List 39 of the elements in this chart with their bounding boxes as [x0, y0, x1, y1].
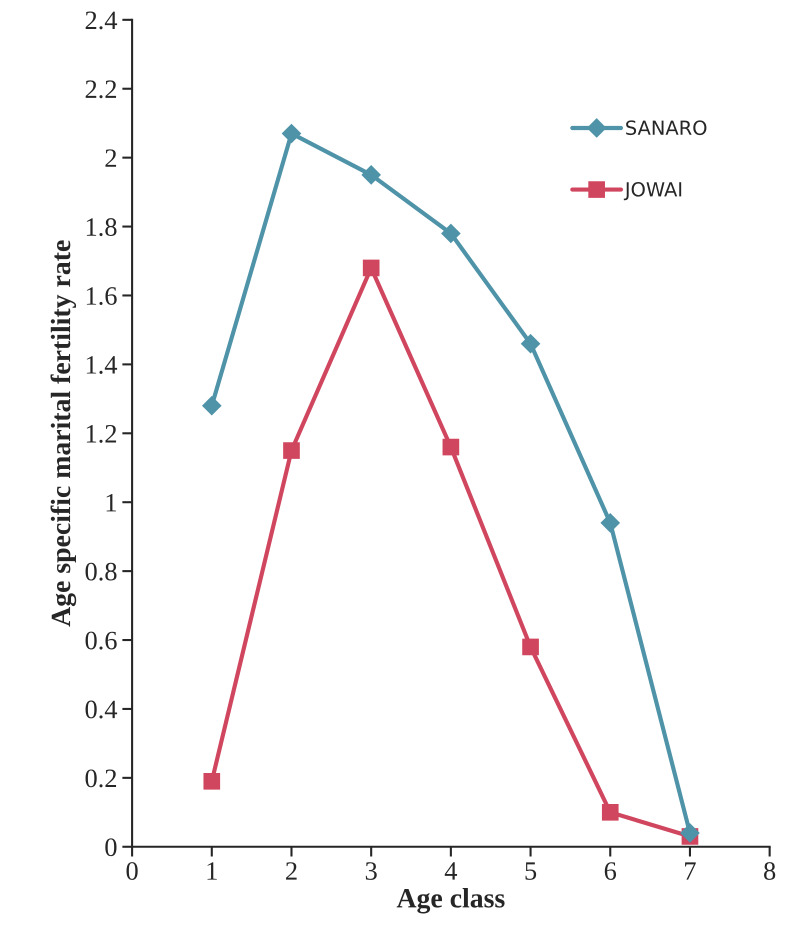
y-tick-label: 2: [105, 149, 116, 167]
point: [441, 224, 460, 243]
x-tick-label: 8: [764, 862, 776, 880]
y-tick-label: 1.8: [86, 218, 117, 236]
point: [602, 804, 619, 821]
point: [362, 165, 381, 184]
y-tick-label: 0.4: [86, 700, 118, 718]
y-tick-label: 0.6: [86, 632, 117, 650]
x-tick-label: 4: [444, 862, 458, 880]
legend-label: JOWAI: [624, 182, 682, 200]
x-tick-label: 3: [366, 862, 377, 880]
y-tick-label: 1: [106, 494, 116, 512]
x-tick-label: 2: [286, 862, 297, 880]
x-tick-label: 6: [604, 862, 616, 880]
y-tick-label: 2.4: [86, 12, 118, 30]
y-tick-label: 0.8: [86, 562, 117, 581]
point: [202, 396, 222, 416]
point: [600, 513, 620, 532]
legend-label: SANARO: [626, 120, 706, 136]
x-axis-title: Age class: [396, 888, 505, 914]
y-tick-label: 0.2: [86, 769, 116, 788]
y-tick-label: 0: [105, 838, 117, 856]
point: [442, 438, 460, 456]
point: [203, 772, 220, 790]
point: [283, 442, 300, 459]
y-tick-label: 2.2: [86, 80, 116, 98]
x-tick-label: 5: [526, 862, 536, 880]
y-tick-label: 1.2: [86, 424, 116, 443]
x-tick-label: 1: [208, 862, 217, 880]
y-tick-label: 1.4: [86, 356, 118, 374]
point: [282, 124, 302, 144]
point: [362, 260, 380, 276]
point: [680, 823, 700, 843]
point: [521, 334, 540, 354]
x-tick-label: 0: [126, 862, 138, 880]
y-axis-title: Age specific marital fertility rate: [50, 240, 76, 627]
x-tick-label: 7: [685, 862, 696, 880]
y-tick-label: 1.6: [86, 287, 117, 306]
point: [522, 638, 539, 656]
